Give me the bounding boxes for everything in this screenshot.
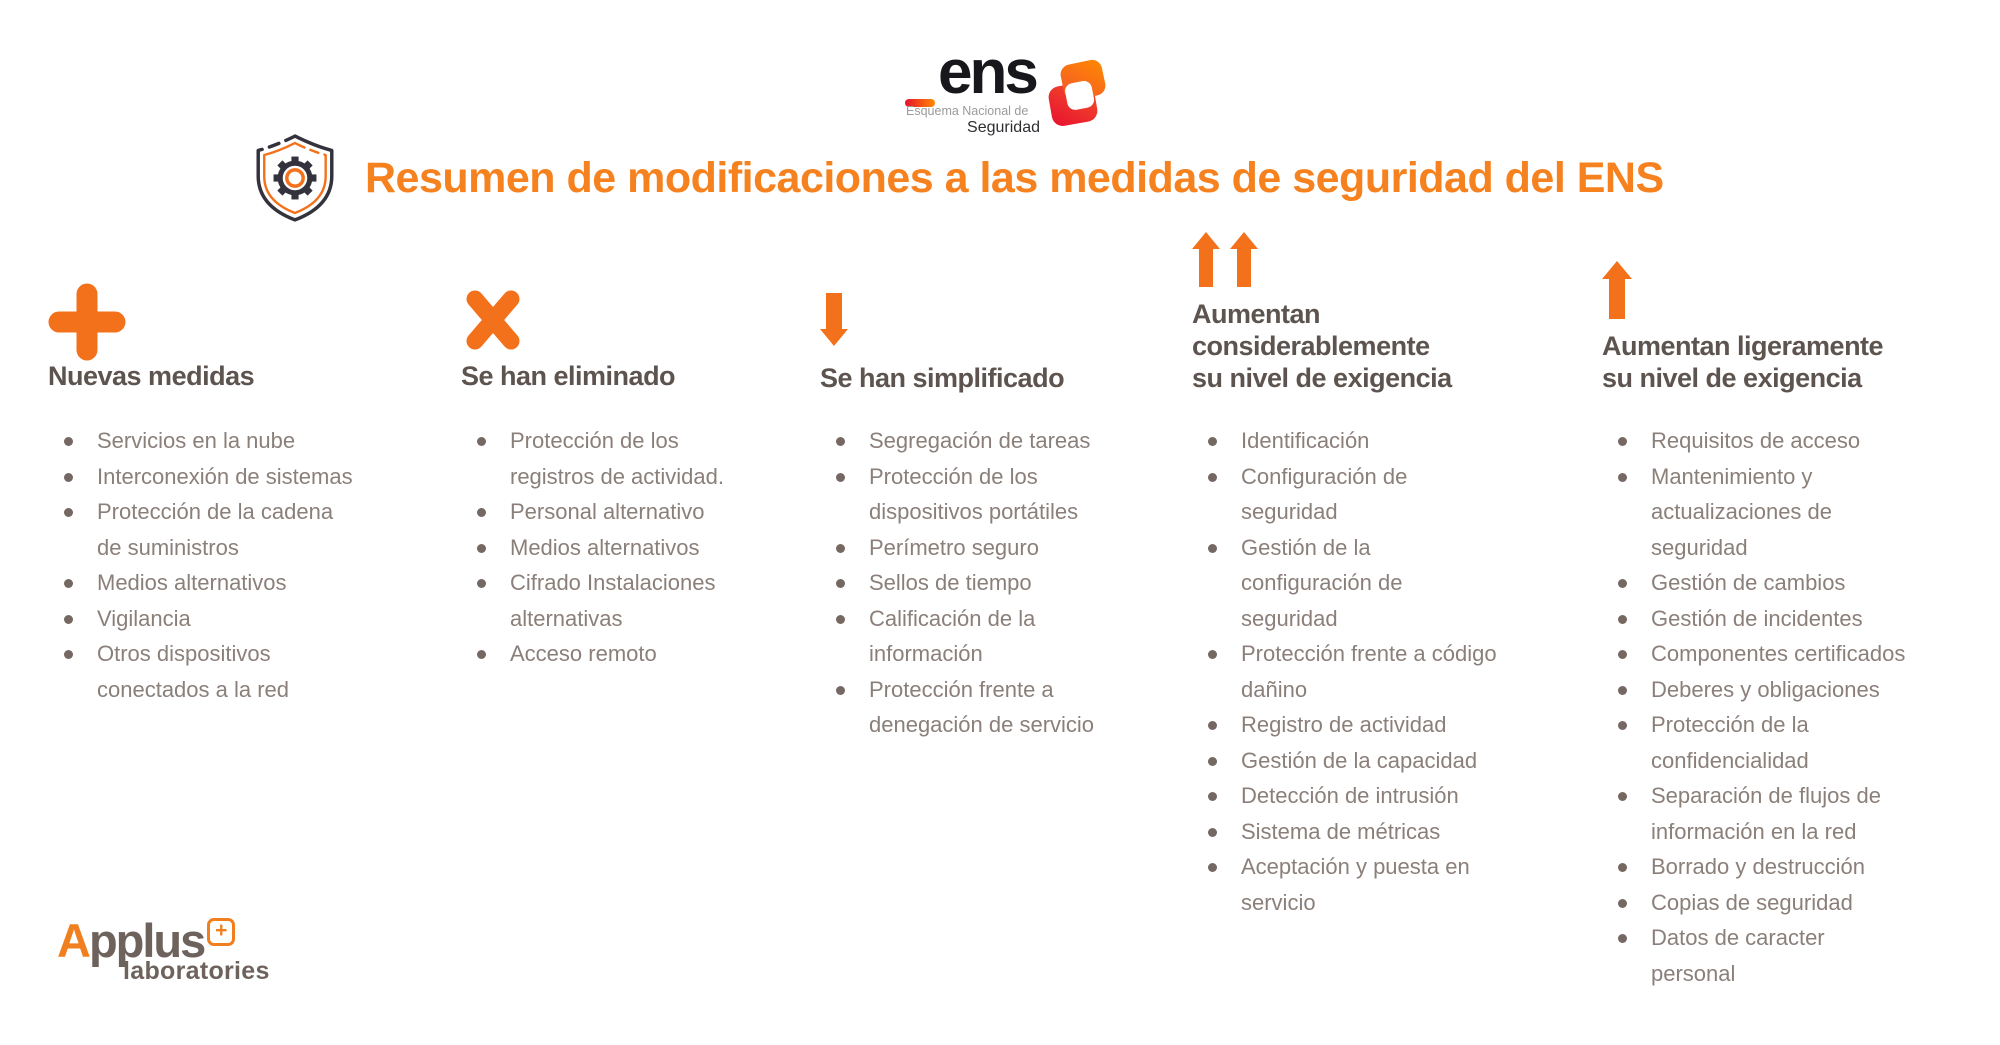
x-icon <box>461 287 525 358</box>
list-item: Gestión de la capacidad <box>1192 743 1584 779</box>
list-item: Mantenimiento y actualizaciones de segur… <box>1602 459 1998 566</box>
list-item: Sellos de tiempo <box>820 565 1160 601</box>
column-aumentan-considerablemente: Aumentan considerablemente su nivel de e… <box>1192 0 1584 1045</box>
list-item: Requisitos de acceso <box>1602 423 1998 459</box>
applus-logo: Applus + laboratories <box>57 916 270 986</box>
list-item: Protección de la confidencialidad <box>1602 707 1998 778</box>
plus-icon <box>48 283 126 366</box>
ens-logo-wordmark: ens <box>938 38 1039 107</box>
applus-logo-subtitle: laboratories <box>123 957 270 985</box>
list-item: Vigilancia <box>48 601 388 637</box>
list-item: Cifrado Instalaciones alternativas <box>461 565 791 636</box>
column-nuevas-medidas: Nuevas medidas Servicios en la nube Inter… <box>48 0 388 1045</box>
list-item: Interconexión de sistemas <box>48 459 388 495</box>
list-item: Sistema de métricas <box>1192 814 1584 850</box>
list-item: Separación de flujos de información en l… <box>1602 778 1998 849</box>
list-item: Otros dispositivos conectados a la red <box>48 636 388 707</box>
list-item: Protección frente a código dañino <box>1192 636 1584 707</box>
shield-gear-icon <box>250 131 340 225</box>
applus-plus-icon: + <box>207 918 236 946</box>
ens-logo: ens Esquema Nacional de Seguridad <box>905 35 1115 140</box>
arrow-down-icon <box>820 293 848 351</box>
list-item: Calificación de la información <box>820 601 1160 672</box>
list-item: Segregación de tareas <box>820 423 1160 459</box>
list-item: Deberes y obligaciones <box>1602 672 1998 708</box>
column-aumentan-ligeramente: Aumentan ligeramente su nivel de exigenc… <box>1602 0 1998 1045</box>
list-item: Protección frente a denegación de servic… <box>820 672 1160 743</box>
column-title: Se han simplificado <box>820 363 1065 393</box>
list-item: Protección de los dispositivos portátile… <box>820 459 1160 530</box>
column-list: Requisitos de acceso Mantenimiento y actu… <box>1602 423 1998 991</box>
column-title: Se han eliminado <box>461 361 676 391</box>
ens-logo-tagline-line2: Seguridad <box>967 119 1040 136</box>
double-arrow-up-icon <box>1192 232 1258 292</box>
list-item: Protección de los registros de actividad… <box>461 423 791 494</box>
list-item: Personal alternativo <box>461 494 791 530</box>
applus-logo-name: Applus + <box>57 916 270 966</box>
list-item: Copias de seguridad <box>1602 885 1998 921</box>
list-item: Gestión de la configuración de seguridad <box>1192 530 1584 637</box>
list-item: Datos de caracter personal <box>1602 920 1998 991</box>
column-se-han-simplificado: Se han simplificado Segregación de tarea… <box>820 0 1160 1045</box>
list-item: Acceso remoto <box>461 636 791 672</box>
list-item: Gestión de incidentes <box>1602 601 1998 637</box>
column-list: Protección de los registros de actividad… <box>461 423 791 672</box>
applus-logo-name-rest: pplus <box>88 914 206 967</box>
list-item: Configuración de seguridad <box>1192 459 1584 530</box>
list-item: Medios alternativos <box>48 565 388 601</box>
list-item: Registro de actividad <box>1192 707 1584 743</box>
list-item: Aceptación y puesta en servicio <box>1192 849 1584 920</box>
list-item: Identificación <box>1192 423 1584 459</box>
list-item: Detección de intrusión <box>1192 778 1584 814</box>
column-list: Segregación de tareas Protección de los d… <box>820 423 1160 743</box>
column-list: Servicios en la nube Interconexión de sis… <box>48 423 388 707</box>
column-list: Identificación Configuración de seguridad… <box>1192 423 1584 920</box>
page-title: Resumen de modificaciones a las medidas … <box>365 154 1664 202</box>
column-se-han-eliminado: Se han eliminado Protección de los regis… <box>461 0 791 1045</box>
list-item: Perímetro seguro <box>820 530 1160 566</box>
list-item: Borrado y destrucción <box>1602 849 1998 885</box>
arrow-up-icon <box>1602 261 1632 324</box>
column-title: Aumentan ligeramente su nivel de exigenc… <box>1602 331 1884 393</box>
column-title: Nuevas medidas <box>48 361 255 391</box>
list-item: Componentes certificados <box>1602 636 1998 672</box>
list-item: Servicios en la nube <box>48 423 388 459</box>
list-item: Gestión de cambios <box>1602 565 1998 601</box>
ens-logo-box-icon <box>1047 59 1109 129</box>
ens-logo-underscore <box>905 99 935 107</box>
list-item: Protección de la cadena de suministros <box>48 494 388 565</box>
column-title: Aumentan considerablemente su nivel de e… <box>1192 299 1452 393</box>
list-item: Medios alternativos <box>461 530 791 566</box>
applus-logo-initial: A <box>57 914 91 967</box>
ens-logo-tagline-line1: Esquema Nacional de <box>906 104 1029 118</box>
